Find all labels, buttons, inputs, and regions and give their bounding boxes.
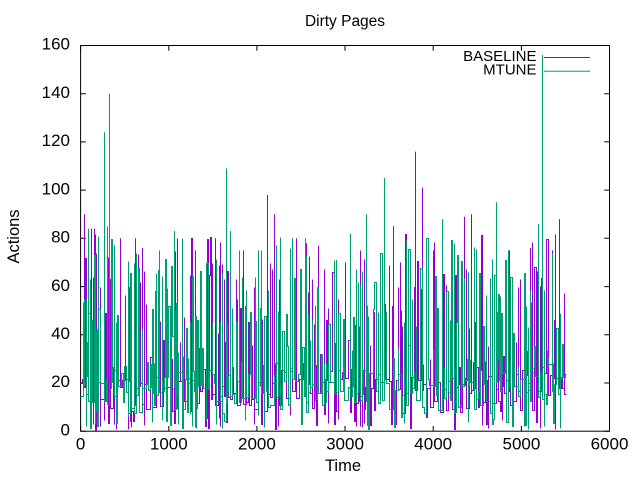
svg-text:4000: 4000	[414, 435, 452, 454]
svg-text:3000: 3000	[326, 435, 364, 454]
svg-text:BASELINE: BASELINE	[463, 48, 536, 65]
svg-text:0: 0	[76, 435, 85, 454]
svg-text:80: 80	[51, 228, 70, 247]
svg-text:120: 120	[42, 131, 70, 150]
svg-text:2000: 2000	[238, 435, 276, 454]
svg-text:140: 140	[42, 83, 70, 102]
svg-text:20: 20	[51, 372, 70, 391]
svg-text:Time: Time	[325, 457, 361, 475]
svg-text:0: 0	[61, 420, 70, 439]
svg-text:40: 40	[51, 324, 70, 343]
svg-text:100: 100	[42, 179, 70, 198]
svg-text:1000: 1000	[150, 435, 188, 454]
svg-text:60: 60	[51, 276, 70, 295]
svg-text:5000: 5000	[502, 435, 540, 454]
svg-text:MTUNE: MTUNE	[483, 62, 536, 79]
svg-text:Actions: Actions	[5, 209, 23, 263]
svg-text:6000: 6000	[591, 435, 629, 454]
svg-text:Dirty Pages: Dirty Pages	[305, 13, 385, 30]
svg-text:160: 160	[42, 35, 70, 54]
